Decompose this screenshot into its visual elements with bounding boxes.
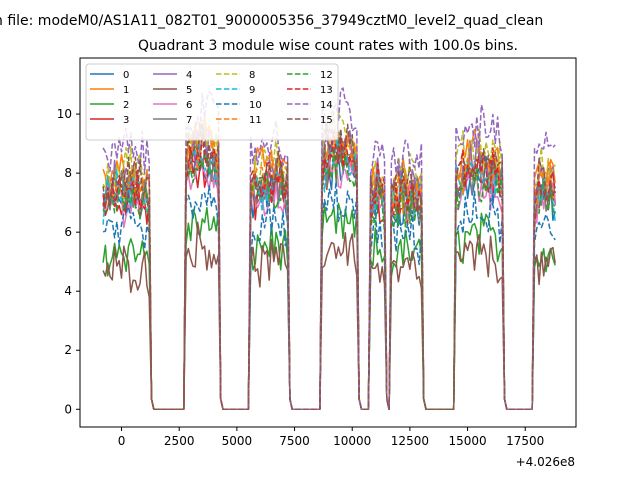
legend-label-2: 2 <box>123 100 129 111</box>
legend-label-10: 10 <box>249 100 262 111</box>
figure-suptitle: n file: modeM0/AS1A11_082T01_9000005356_… <box>0 13 543 29</box>
x-tick-label: 5000 <box>222 434 253 448</box>
x-tick-label: 12500 <box>391 434 429 448</box>
x-tick-label: 15000 <box>448 434 486 448</box>
legend-label-1: 1 <box>123 85 129 96</box>
axes-frame <box>79 57 577 428</box>
legend-label-15: 15 <box>320 115 333 126</box>
y-tick-label: 2 <box>64 343 72 357</box>
legend-label-8: 8 <box>249 70 255 81</box>
y-tick-label: 6 <box>64 225 72 239</box>
legend-label-3: 3 <box>123 115 129 126</box>
x-axis-offset-label: +4.026e8 <box>516 455 575 469</box>
legend-label-7: 7 <box>186 115 192 126</box>
legend-label-11: 11 <box>249 115 262 126</box>
legend-label-6: 6 <box>186 100 192 111</box>
chart-title: Quadrant 3 module wise count rates with … <box>138 38 518 54</box>
legend-label-13: 13 <box>320 85 333 96</box>
series-line-13 <box>102 131 556 411</box>
x-axis: 0 2500 5000 7500 10000 12500 15000 17500 <box>118 427 544 448</box>
x-tick-label: 10000 <box>333 434 371 448</box>
series-line-14 <box>102 87 556 411</box>
x-tick-label: 17500 <box>506 434 544 448</box>
x-tick-label: 0 <box>118 434 126 448</box>
x-tick-label: 2500 <box>164 434 195 448</box>
y-tick-label: 0 <box>64 402 72 416</box>
legend-label-14: 14 <box>320 100 333 111</box>
legend-box <box>85 63 339 141</box>
y-axis: 0 2 4 6 8 10 <box>57 107 80 416</box>
y-tick-label: 8 <box>64 166 72 180</box>
series-line-9 <box>102 134 556 411</box>
y-tick-label: 4 <box>64 284 72 298</box>
legend-label-4: 4 <box>186 70 192 81</box>
legend-label-12: 12 <box>320 70 333 81</box>
legend-label-9: 9 <box>249 85 255 96</box>
x-tick-label: 7500 <box>279 434 310 448</box>
legend-label-0: 0 <box>123 70 129 81</box>
series-line-15 <box>102 121 556 411</box>
y-tick-label: 10 <box>57 107 72 121</box>
legend-label-5: 5 <box>186 85 192 96</box>
